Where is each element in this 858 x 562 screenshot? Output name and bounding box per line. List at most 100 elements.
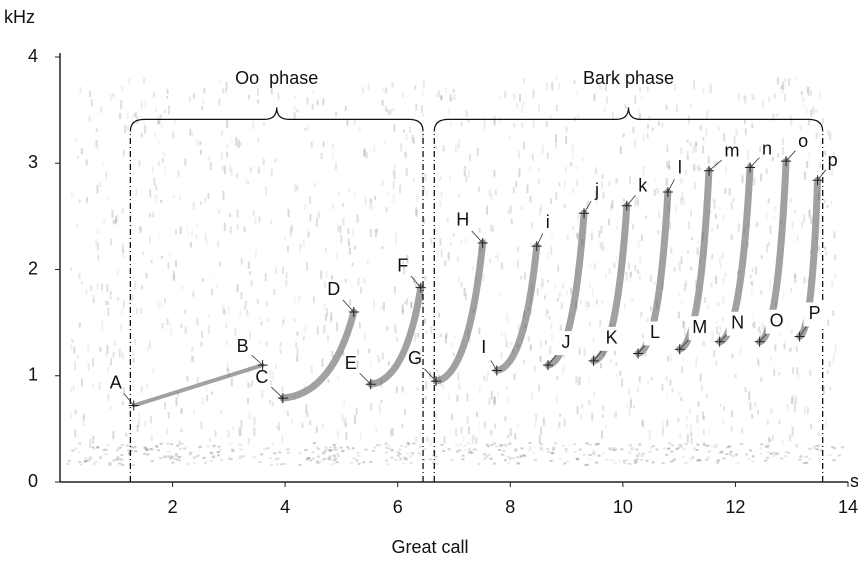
noise-speck <box>544 340 547 345</box>
noise-band <box>450 459 454 462</box>
noise-speck <box>715 275 718 285</box>
noise-speck <box>309 196 312 204</box>
noise-speck <box>706 110 709 119</box>
noise-speck <box>530 344 533 350</box>
noise-speck <box>665 376 668 381</box>
noise-speck <box>80 148 83 155</box>
noise-band <box>185 463 189 466</box>
noise-band <box>493 442 497 445</box>
noise-band <box>679 445 683 448</box>
noise-speck <box>783 343 786 350</box>
noise-speck <box>677 311 680 319</box>
noise-speck <box>247 382 250 388</box>
noise-speck <box>404 151 407 157</box>
noise-speck <box>356 360 359 369</box>
noise-speck <box>227 430 230 438</box>
noise-band <box>115 457 119 460</box>
noise-band <box>231 450 235 453</box>
noise-speck <box>793 404 796 413</box>
noise-speck <box>369 198 372 204</box>
noise-speck <box>809 90 812 96</box>
noise-speck <box>712 198 715 203</box>
noise-band <box>417 452 421 455</box>
noise-band <box>193 462 197 465</box>
noise-band <box>174 454 178 457</box>
noise-band <box>716 460 720 463</box>
noise-speck <box>115 218 118 225</box>
noise-speck <box>423 217 426 225</box>
noise-speck <box>86 196 89 204</box>
noise-speck <box>619 370 622 376</box>
noise-speck <box>247 397 250 405</box>
noise-band <box>751 460 755 463</box>
noise-band <box>662 447 666 450</box>
point-label: l <box>678 158 682 178</box>
noise-speck <box>440 248 443 257</box>
noise-band <box>595 443 599 446</box>
noise-speck <box>220 151 223 160</box>
noise-speck <box>632 127 635 133</box>
noise-speck <box>548 316 551 320</box>
noise-speck <box>488 189 491 196</box>
noise-speck <box>252 209 255 216</box>
noise-speck <box>608 180 611 187</box>
noise-speck <box>440 191 443 199</box>
noise-speck <box>281 435 284 444</box>
noise-band <box>597 454 601 457</box>
noise-speck <box>426 436 429 443</box>
noise-speck <box>731 410 734 418</box>
noise-speck <box>90 99 93 107</box>
noise-speck <box>508 135 511 141</box>
noise-speck <box>167 105 170 115</box>
noise-speck <box>107 196 110 202</box>
noise-speck <box>436 248 439 257</box>
noise-speck <box>806 160 809 168</box>
noise-speck <box>686 139 689 143</box>
noise-speck <box>101 283 104 291</box>
noise-band <box>588 454 592 457</box>
noise-speck <box>685 424 688 429</box>
noise-speck <box>705 127 708 136</box>
point-marker <box>415 282 426 293</box>
x-unit: s <box>850 471 858 491</box>
noise-band <box>547 450 551 453</box>
noise-speck <box>599 362 602 369</box>
point-label: J <box>561 332 570 352</box>
noise-band <box>504 443 508 446</box>
noise-speck <box>483 375 486 381</box>
noise-speck <box>110 238 113 246</box>
noise-speck <box>357 348 360 356</box>
noise-speck <box>403 408 406 415</box>
noise-speck <box>595 167 598 175</box>
noise-speck <box>573 79 576 84</box>
noise-speck <box>199 201 202 205</box>
noise-speck <box>226 119 229 128</box>
noise-band <box>387 447 391 450</box>
noise-band <box>640 458 644 461</box>
noise-speck <box>121 86 124 92</box>
noise-speck <box>425 380 428 390</box>
noise-speck <box>801 95 804 104</box>
noise-band <box>316 447 320 450</box>
noise-speck <box>476 411 479 417</box>
noise-speck <box>538 384 541 392</box>
noise-band <box>404 458 408 461</box>
noise-speck <box>442 383 445 391</box>
noise-speck <box>629 272 632 279</box>
noise-speck <box>105 352 108 358</box>
noise-speck <box>668 160 671 169</box>
noise-speck <box>138 412 141 420</box>
noise-speck <box>137 420 140 428</box>
noise-speck <box>763 324 766 334</box>
noise-speck <box>191 131 194 137</box>
noise-band <box>269 463 273 466</box>
noise-speck <box>781 439 784 447</box>
noise-speck <box>789 198 792 203</box>
noise-speck <box>174 260 177 267</box>
noise-speck <box>791 221 794 230</box>
noise-speck <box>760 255 763 259</box>
noise-band <box>347 448 351 451</box>
noise-speck <box>366 260 369 265</box>
noise-speck <box>506 313 509 322</box>
noise-speck <box>92 294 95 300</box>
